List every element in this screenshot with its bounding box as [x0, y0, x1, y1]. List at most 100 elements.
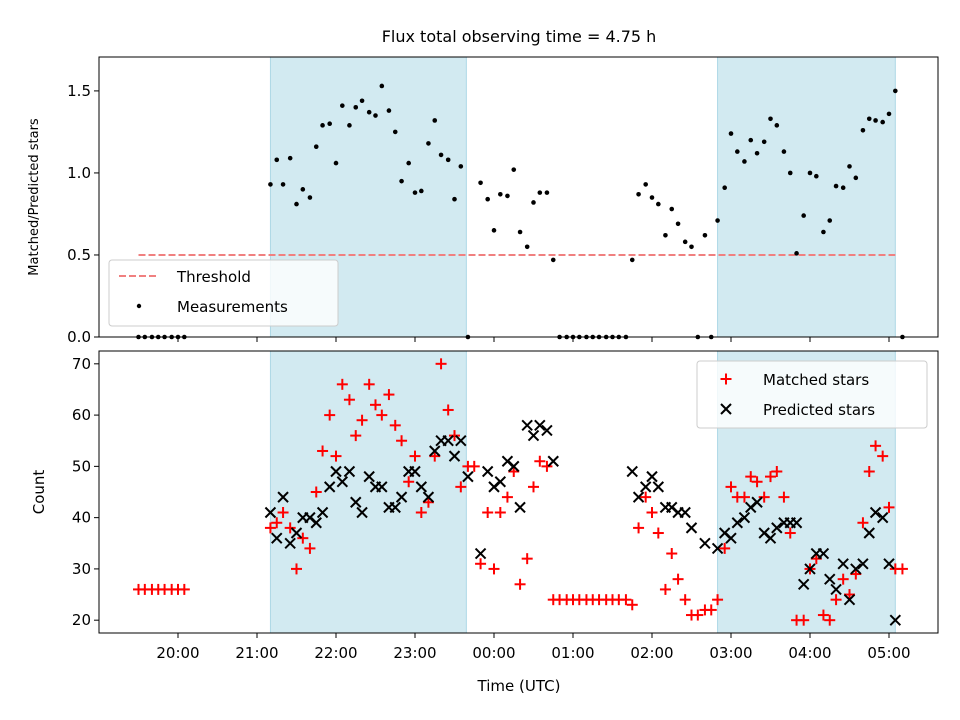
predicted-star-point	[883, 558, 895, 570]
bottom-y-axis-label: Count	[30, 470, 48, 515]
matched-star-point	[719, 542, 731, 554]
predicted-star-point-b	[699, 537, 711, 549]
predicted-star-point-b	[797, 578, 810, 590]
predicted-star-point	[711, 542, 724, 555]
matched-star-point	[488, 563, 500, 575]
legend-measurements-swatch	[136, 303, 142, 309]
predicted-star-point-b	[389, 501, 401, 514]
matched-star-point	[317, 445, 329, 457]
matched-star-point	[745, 471, 757, 483]
bottom-panel: 20 30 40 50 60 70 20:00 21:00 22:00 23:00 00:00 01…	[30, 350, 939, 695]
matched-star-point	[877, 450, 889, 462]
predicted-stars-points	[264, 419, 902, 626]
top-y-tick-label: 0.5	[67, 246, 91, 264]
matched-star-point	[817, 609, 829, 621]
measurement-point	[399, 178, 404, 184]
bottom-y-tick-label: 30	[72, 560, 91, 578]
predicted-star-point-b	[863, 527, 875, 539]
predicted-star-point	[527, 429, 540, 442]
predicted-star-point-b	[501, 455, 514, 467]
matched-star-point	[850, 568, 862, 580]
predicted-star-point	[731, 517, 744, 529]
measurement-point	[768, 116, 773, 122]
matched-star-point	[857, 517, 869, 529]
predicted-star-point-b	[718, 527, 731, 539]
measurement-point	[860, 127, 866, 133]
predicted-star-point	[817, 547, 830, 560]
measurement-point	[682, 239, 688, 245]
measurement-point	[886, 111, 892, 117]
predicted-star-point	[850, 563, 862, 575]
measurement-point	[327, 121, 332, 127]
matched-star-point	[521, 553, 533, 565]
top-y-tick-label: 1.5	[67, 82, 91, 100]
matched-star-point	[455, 481, 467, 493]
predicted-star-point-b	[527, 429, 540, 442]
bottom-y-axis-ticks: 20 30 40 50 60 70	[72, 355, 99, 629]
measurement-point	[347, 123, 352, 128]
measurement-point	[853, 175, 859, 181]
measurement-point	[801, 213, 806, 218]
top-legend-box	[108, 259, 339, 327]
matched-star-point	[297, 532, 309, 544]
matched-star-point	[442, 404, 454, 416]
measurement-point	[333, 160, 339, 166]
x-axis-label: Time (UTC)	[477, 677, 561, 695]
predicted-star-point	[626, 465, 638, 478]
matched-star-point	[403, 476, 415, 488]
predicted-star-point	[442, 435, 454, 447]
predicted-star-point	[271, 532, 283, 544]
measurement-point	[426, 141, 431, 146]
measurement-point	[432, 118, 438, 123]
matched-star-point	[370, 399, 381, 411]
matched-star-point	[429, 450, 441, 462]
predicted-star-point	[837, 558, 849, 570]
matched-star-point	[264, 522, 276, 534]
matched-star-point	[178, 583, 190, 595]
predicted-star-point	[679, 506, 691, 519]
predicted-star-point-b	[336, 476, 349, 488]
top-legend: Threshold Measurements	[108, 259, 339, 327]
predicted-star-point-b	[685, 522, 698, 534]
bottom-y-tick-label: 50	[72, 457, 91, 475]
matched-star-point	[738, 491, 750, 503]
measurement-point	[294, 201, 299, 207]
x-tick-label: 01:00	[551, 644, 594, 662]
predicted-star-point-b	[857, 558, 869, 570]
measurement-point	[754, 150, 760, 156]
measurement-point	[761, 139, 767, 145]
predicted-star-point	[343, 465, 356, 478]
predicted-star-point	[494, 476, 507, 488]
predicted-star-point	[534, 419, 546, 432]
predicted-star-point-b	[508, 460, 520, 473]
predicted-star-point	[474, 547, 487, 560]
matched-star-point	[751, 476, 763, 488]
predicted-star-point	[448, 450, 461, 462]
matched-star-point	[409, 450, 421, 462]
predicted-star-point-b	[462, 470, 474, 483]
measurement-point	[722, 185, 727, 191]
x-tick-label: 04:00	[788, 644, 831, 662]
matched-star-point	[824, 614, 836, 626]
measurement-point	[821, 229, 826, 235]
measurement-point	[359, 98, 365, 104]
measurement-point	[840, 185, 846, 191]
legend-predicted-marker-b	[720, 403, 732, 415]
predicted-star-point-b	[350, 496, 362, 508]
matched-star-point	[310, 486, 322, 498]
measurement-point	[392, 129, 398, 135]
measurement-point	[379, 83, 385, 89]
measurement-point	[419, 188, 424, 194]
matched-star-point	[633, 522, 645, 534]
matched-star-point	[705, 604, 717, 616]
predicted-star-point	[323, 481, 336, 493]
legend-measurements-label: Measurements	[177, 298, 288, 316]
predicted-star-point-b	[494, 476, 507, 488]
predicted-star-point-b	[514, 501, 526, 514]
measurement-point	[505, 193, 510, 199]
measurement-point	[827, 218, 833, 223]
predicted-star-point	[350, 496, 362, 508]
predicted-star-point	[857, 558, 869, 570]
measurement-point	[313, 144, 319, 149]
matched-star-point	[508, 465, 520, 477]
